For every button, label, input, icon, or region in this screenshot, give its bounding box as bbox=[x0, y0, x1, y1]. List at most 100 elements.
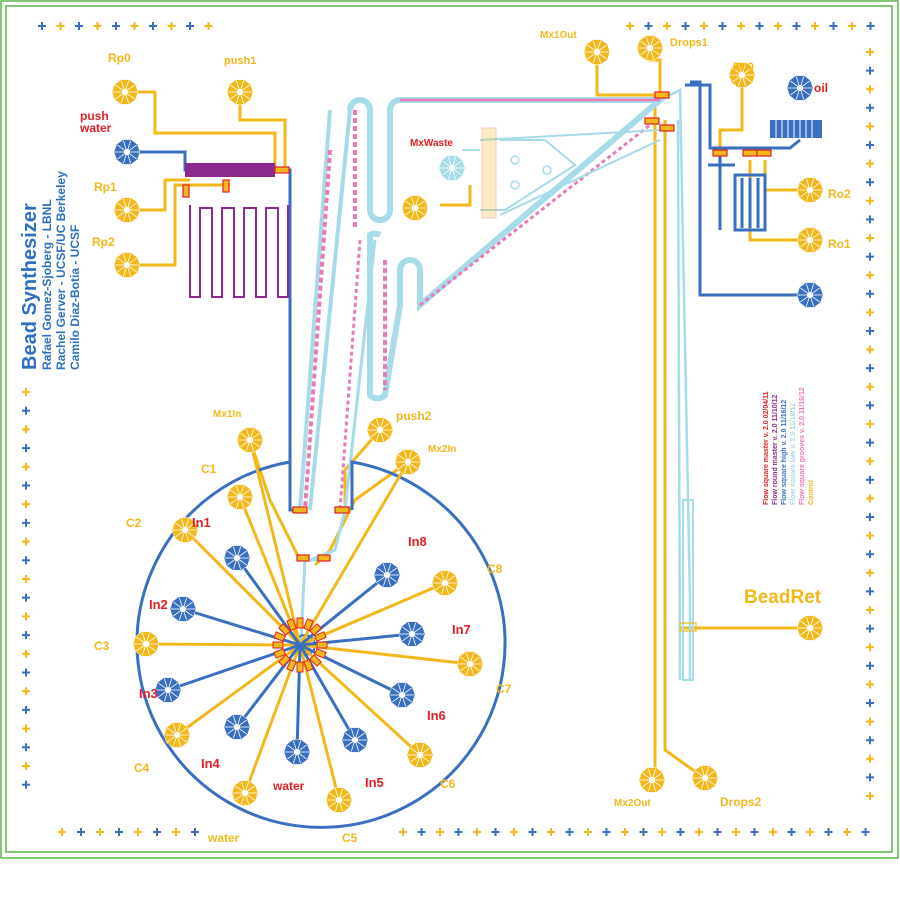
cross-mark bbox=[866, 475, 874, 484]
cross-mark bbox=[866, 122, 874, 131]
hub-valve bbox=[278, 623, 291, 636]
hub-valve bbox=[296, 661, 304, 673]
cross-mark bbox=[22, 743, 30, 752]
port-c4 bbox=[163, 722, 191, 748]
hub-valve bbox=[316, 641, 328, 649]
port-c-extra bbox=[231, 780, 259, 806]
cross-mark bbox=[750, 828, 759, 836]
port-in1 bbox=[223, 545, 251, 571]
hub-valve bbox=[303, 658, 314, 672]
cross-mark bbox=[866, 513, 874, 521]
label-mx1in: Mx1In bbox=[213, 409, 241, 420]
cross-mark bbox=[22, 631, 30, 640]
cross-mark bbox=[866, 420, 874, 428]
cross-mark bbox=[22, 425, 30, 434]
cross-mark bbox=[528, 828, 537, 836]
cross-mark bbox=[22, 762, 30, 770]
cross-mark bbox=[602, 828, 611, 836]
cross-mark bbox=[866, 252, 874, 261]
cross-mark bbox=[676, 828, 685, 836]
label-ro1: Ro1 bbox=[828, 237, 851, 251]
cross-mark bbox=[204, 22, 213, 30]
cross-mark bbox=[866, 22, 875, 30]
label-ro2: Ro2 bbox=[828, 187, 851, 201]
control-spoke bbox=[176, 643, 301, 737]
cross-mark bbox=[22, 406, 30, 415]
label-c4: C4 bbox=[134, 761, 150, 775]
hub-valve bbox=[309, 623, 322, 636]
legend-entry-3: Flow square high v. 2.0 11/16/12 bbox=[781, 400, 788, 505]
ports-layer bbox=[111, 35, 824, 813]
cross-mark bbox=[866, 550, 874, 559]
cross-mark bbox=[866, 327, 874, 335]
label-beadret: BeadRet bbox=[744, 587, 822, 608]
port-ro1 bbox=[796, 227, 824, 253]
cross-mark bbox=[732, 828, 740, 836]
cross-mark bbox=[806, 828, 814, 836]
label-push: push bbox=[80, 109, 109, 123]
serpentine-mixer bbox=[185, 163, 289, 298]
cross-mark bbox=[866, 680, 874, 689]
port-pushwater bbox=[113, 139, 141, 165]
label-push1: push1 bbox=[224, 55, 256, 67]
label-c6: C6 bbox=[440, 777, 456, 791]
cross-mark bbox=[866, 401, 874, 410]
label-water: water bbox=[272, 779, 305, 793]
port-c6 bbox=[406, 742, 434, 768]
cross-mark bbox=[866, 754, 874, 763]
cross-mark bbox=[866, 773, 874, 782]
cross-mark bbox=[399, 828, 407, 836]
cross-mark bbox=[417, 828, 426, 836]
cross-mark bbox=[93, 22, 102, 30]
cross-mark bbox=[866, 103, 874, 112]
cross-mark bbox=[663, 22, 671, 30]
cross-mark bbox=[866, 382, 874, 391]
port-waste-control bbox=[401, 195, 429, 221]
cross-mark bbox=[866, 606, 874, 614]
label-c7: C7 bbox=[496, 682, 512, 696]
cross-mark bbox=[866, 643, 874, 652]
cross-mark bbox=[172, 828, 180, 836]
oil-filter bbox=[770, 120, 822, 138]
cross-mark bbox=[565, 828, 574, 836]
title-block: Bead Synthesizer Rafael Gomez-Sjoberg - … bbox=[19, 171, 82, 370]
label-drops2: Drops2 bbox=[720, 795, 762, 809]
cross-mark bbox=[843, 828, 851, 836]
cross-mark bbox=[861, 828, 870, 836]
label-in2: In2 bbox=[149, 597, 168, 612]
flow-spoke bbox=[295, 644, 302, 753]
cross-mark bbox=[186, 22, 194, 30]
title-author-3: Camilo Diaz-Botia - UCSF bbox=[68, 225, 82, 370]
cross-mark bbox=[755, 22, 764, 30]
cross-mark bbox=[866, 271, 874, 280]
control-spoke bbox=[298, 644, 341, 801]
inner-border bbox=[5, 5, 893, 853]
cross-mark bbox=[22, 649, 30, 658]
cross-mark bbox=[22, 444, 30, 453]
labels: Rp0 push1 Rp1 Rp2 Mx1Out Drops1 Ro0 Ro2 … bbox=[79, 30, 851, 845]
cross-mark bbox=[22, 724, 30, 733]
cross-mark bbox=[866, 531, 874, 540]
cross-mark bbox=[787, 828, 796, 836]
port-mx1in bbox=[236, 427, 264, 453]
cross-mark bbox=[58, 828, 66, 836]
port-c7 bbox=[456, 651, 484, 677]
cross-mark bbox=[112, 22, 120, 30]
cross-mark bbox=[866, 159, 874, 168]
label-drops1: Drops1 bbox=[670, 37, 708, 49]
hub-valve bbox=[278, 654, 291, 667]
hub-valve bbox=[286, 618, 297, 632]
cross-mark bbox=[774, 22, 782, 30]
label-c5: C5 bbox=[342, 831, 358, 845]
cross-mark bbox=[866, 215, 874, 224]
cross-mark bbox=[149, 22, 157, 30]
cross-mark bbox=[866, 48, 874, 56]
hub-valve bbox=[303, 618, 314, 632]
cross-mark bbox=[866, 494, 874, 503]
legend-entry-1: Flow square master v. 2.0 02/04/11 bbox=[763, 391, 770, 505]
port-push2 bbox=[366, 417, 394, 443]
hub-valve bbox=[273, 648, 287, 659]
cross-mark bbox=[22, 556, 30, 565]
port-mx2out bbox=[638, 767, 666, 793]
label-c2: C2 bbox=[126, 516, 142, 530]
